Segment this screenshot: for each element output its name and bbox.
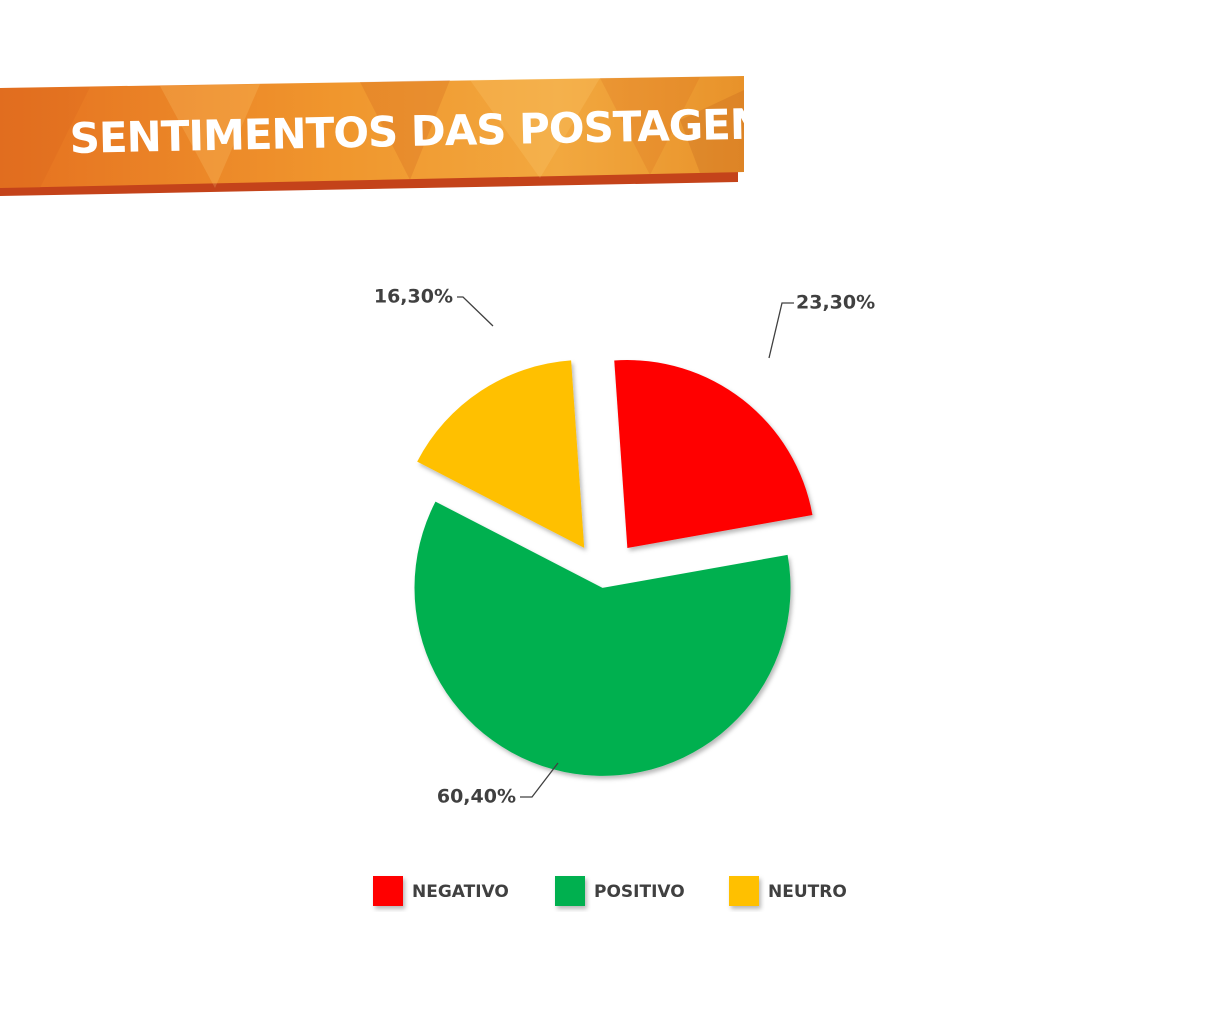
data-label-positivo: 60,40% xyxy=(437,786,516,808)
legend-swatch xyxy=(555,876,585,906)
legend-item-neutro: NEUTRO xyxy=(729,876,847,906)
legend-label: POSITIVO xyxy=(594,882,685,902)
banner-facets xyxy=(0,77,744,188)
pie-slices xyxy=(414,360,813,776)
legend-swatch xyxy=(373,876,403,906)
legend-item-positivo: POSITIVO xyxy=(555,876,685,906)
legend-label: NEGATIVO xyxy=(412,882,509,902)
legend-label: NEUTRO xyxy=(768,882,847,902)
leader-line-positivo xyxy=(520,762,559,798)
legend-item-negativo: NEGATIVO xyxy=(373,876,509,906)
legend: NEGATIVO POSITIVO NEUTRO xyxy=(373,876,847,906)
data-labels: 23,30% 60,40% 16,30% xyxy=(374,286,875,808)
pie-slice-positivo xyxy=(414,501,791,776)
banner-background xyxy=(0,76,744,188)
legend-swatch xyxy=(729,876,759,906)
data-label-negativo: 23,30% xyxy=(796,292,875,314)
leader-line-neutro xyxy=(457,296,494,327)
leader-line-negativo xyxy=(768,302,794,359)
pie-slice-neutro xyxy=(417,360,585,548)
data-label-neutro: 16,30% xyxy=(374,286,453,308)
title-banner: SENTIMENTOS DAS POSTAGENS xyxy=(0,76,760,196)
pie-slice-negativo xyxy=(614,360,813,549)
leader-lines xyxy=(457,296,794,798)
